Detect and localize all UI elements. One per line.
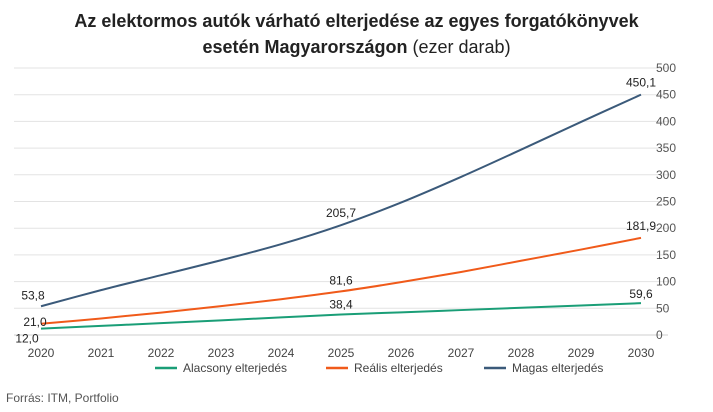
y-tick-label: 300 [656, 168, 676, 182]
series-line [40, 302, 642, 330]
source-note: Forrás: ITM, Portfolio [6, 391, 119, 405]
data-label: 38,4 [329, 297, 353, 311]
data-label: 81,6 [329, 273, 353, 287]
y-tick-label: 0 [656, 328, 663, 342]
data-label: 450,1 [626, 76, 656, 90]
series-line [40, 93, 642, 308]
y-tick-label: 500 [656, 61, 676, 75]
y-tick-label: 350 [656, 141, 676, 155]
x-tick-label: 2020 [28, 346, 55, 360]
legend-entry: Alacsony elterjedés [183, 361, 287, 375]
y-tick-label: 450 [656, 88, 676, 102]
x-tick-label: 2028 [508, 346, 535, 360]
chart-title-line2: esetén Magyarországon [202, 37, 408, 57]
legend-entry: Reális elterjedés [354, 361, 443, 375]
data-label: 205,7 [326, 206, 356, 220]
series-line [40, 236, 642, 325]
x-tick-label: 2026 [388, 346, 415, 360]
y-tick-label: 400 [656, 114, 676, 128]
data-label: 53,8 [21, 288, 45, 302]
chart-title: Az elektormos autók várható elterjedése … [0, 8, 713, 60]
data-label: 181,9 [626, 219, 656, 233]
x-tick-label: 2029 [568, 346, 595, 360]
chart-title-unit: (ezer darab) [407, 37, 511, 57]
y-tick-label: 50 [656, 301, 670, 315]
y-tick-label: 150 [656, 248, 676, 262]
x-tick-label: 2023 [208, 346, 235, 360]
data-label: 21,0 [23, 315, 47, 329]
x-tick-label: 2024 [268, 346, 295, 360]
chart-title-line1: Az elektormos autók várható elterjedése … [74, 11, 639, 31]
y-tick-label: 200 [656, 221, 676, 235]
y-tick-label: 100 [656, 275, 676, 289]
data-label: 59,6 [629, 287, 653, 301]
x-tick-label: 2025 [328, 346, 355, 360]
legend-entry: Magas elterjedés [512, 361, 603, 375]
y-tick-label: 250 [656, 195, 676, 209]
x-tick-label: 2022 [148, 346, 175, 360]
x-tick-label: 2030 [628, 346, 655, 360]
x-tick-label: 2021 [88, 346, 115, 360]
x-tick-label: 2027 [448, 346, 475, 360]
data-label: 12,0 [15, 332, 39, 346]
